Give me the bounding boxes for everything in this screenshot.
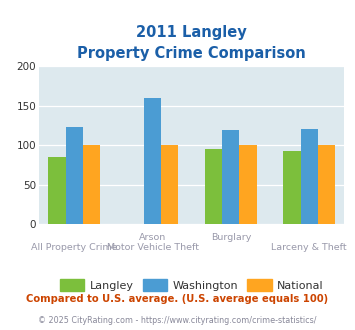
Bar bbox=[66, 127, 83, 224]
Text: Compared to U.S. average. (U.S. average equals 100): Compared to U.S. average. (U.S. average … bbox=[26, 294, 329, 304]
Text: Burglary: Burglary bbox=[211, 233, 251, 242]
Text: © 2025 CityRating.com - https://www.cityrating.com/crime-statistics/: © 2025 CityRating.com - https://www.city… bbox=[38, 316, 317, 325]
Bar bbox=[283, 151, 301, 224]
Title: 2011 Langley
Property Crime Comparison: 2011 Langley Property Crime Comparison bbox=[77, 25, 306, 61]
Text: All Property Crime: All Property Crime bbox=[31, 243, 118, 251]
Bar bbox=[301, 129, 318, 224]
Text: Motor Vehicle Theft: Motor Vehicle Theft bbox=[106, 243, 198, 251]
Text: Larceny & Theft: Larceny & Theft bbox=[271, 243, 347, 251]
Bar bbox=[222, 130, 240, 224]
Bar bbox=[83, 145, 100, 224]
Bar bbox=[48, 157, 66, 224]
Bar bbox=[318, 145, 335, 224]
Bar bbox=[161, 145, 179, 224]
Bar bbox=[205, 149, 222, 224]
Legend: Langley, Washington, National: Langley, Washington, National bbox=[55, 274, 328, 295]
Text: Arson: Arson bbox=[139, 233, 166, 242]
Bar bbox=[240, 145, 257, 224]
Bar bbox=[144, 98, 161, 224]
